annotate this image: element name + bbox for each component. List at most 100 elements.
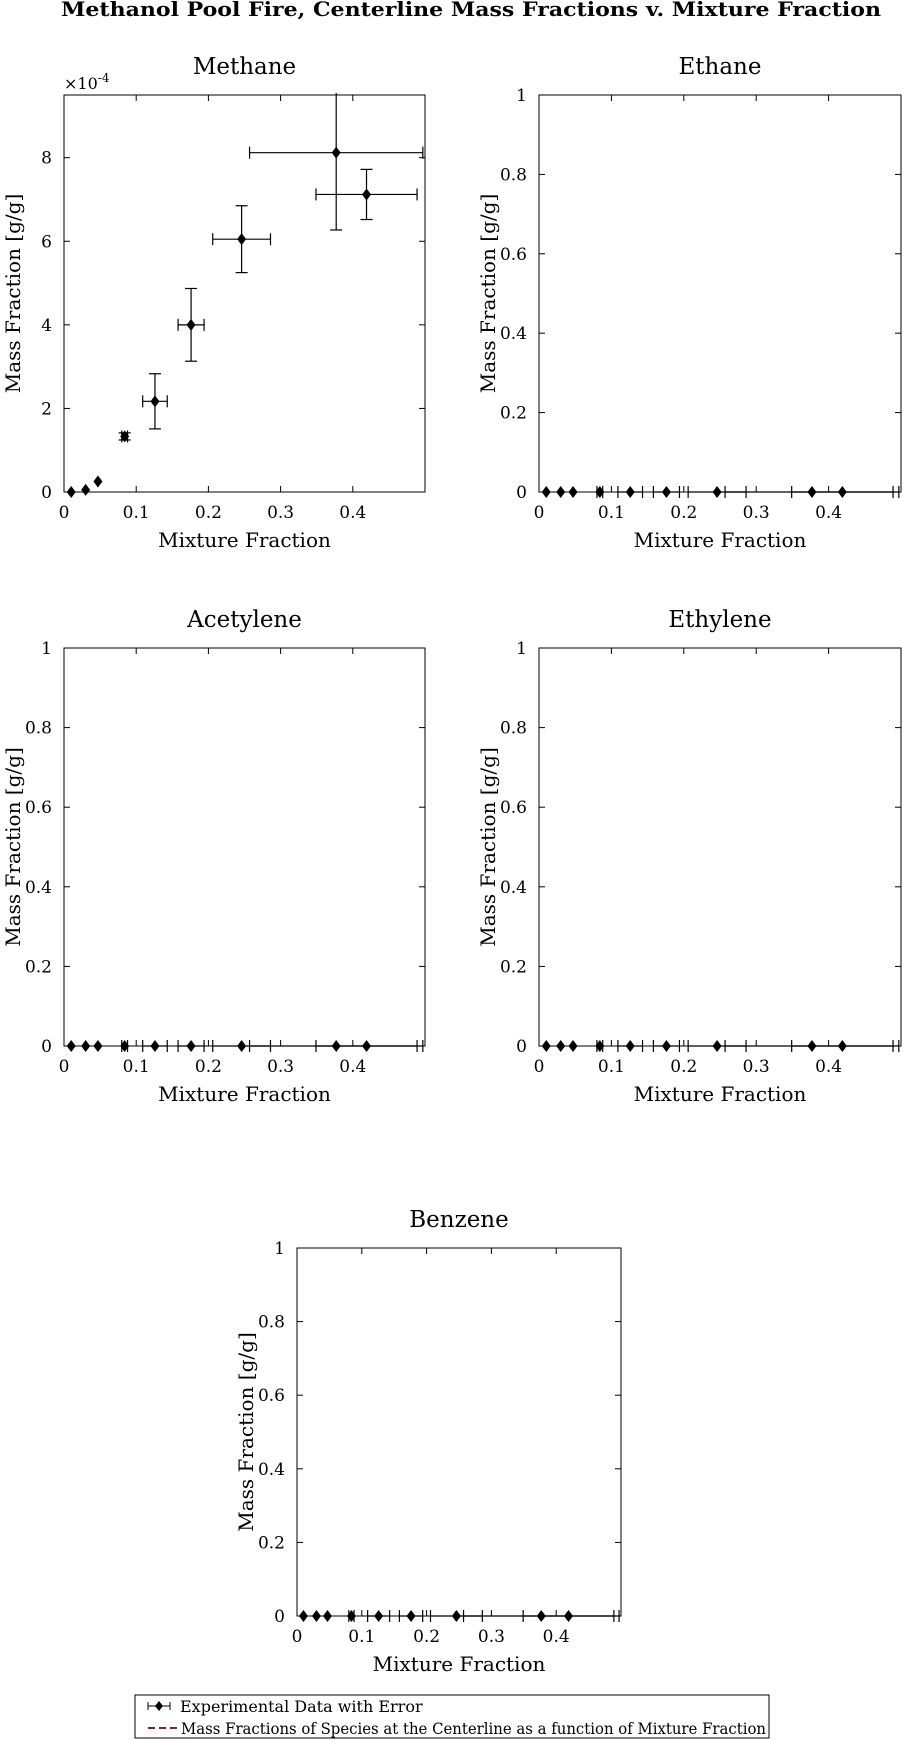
- x-tick-label: 0.4: [339, 1057, 366, 1077]
- chart-acetylene: 0 0.1 0.2 0.3 0.4 0 0.2 0.4 0.6 0.8 1 Acetylene Mixt…: [1, 607, 426, 1106]
- x-tick-label: 0: [59, 1057, 70, 1077]
- y-tick-label: 0.2: [258, 1533, 285, 1553]
- plot-area: [63, 94, 426, 493]
- data-point: [118, 430, 131, 443]
- data-point: [617, 486, 644, 498]
- data-point: [346, 1610, 356, 1622]
- data-point: [398, 1610, 424, 1622]
- data-point: [652, 486, 681, 498]
- x-tick-label: 0: [534, 1057, 545, 1077]
- chart-title: Benzene: [409, 1207, 508, 1233]
- x-tick-label: 0.3: [267, 1057, 294, 1077]
- y-tick-label: 1: [516, 86, 527, 106]
- diamond-marker: [120, 430, 130, 443]
- y-tick-label: 1: [41, 639, 52, 659]
- x-axis-label: Mixture Fraction: [634, 1082, 807, 1106]
- series-points: [541, 486, 900, 498]
- x-tick-label: 0: [534, 503, 545, 523]
- y-tick-label: 0.6: [25, 798, 52, 818]
- figure-title: Methanol Pool Fire, Centerline Mass Frac…: [61, 0, 882, 21]
- legend-experimental-label: Experimental Data with Error: [180, 1697, 423, 1716]
- diamond-marker: [150, 1040, 160, 1052]
- x-tick-label: 0.2: [195, 1057, 222, 1077]
- x-tick-label: 0.3: [743, 1057, 770, 1077]
- data-point: [652, 1040, 681, 1052]
- diamond-marker: [237, 1040, 247, 1052]
- y-tick-label: 0.4: [258, 1460, 285, 1480]
- y-tick-label: 0.8: [25, 719, 52, 739]
- diamond-marker: [93, 475, 103, 488]
- x-tick-label: 0.4: [339, 503, 366, 523]
- y-tick-label: 0.6: [258, 1386, 285, 1406]
- x-tick-label: 0.4: [815, 1057, 842, 1077]
- diamond-marker: [625, 1040, 635, 1052]
- diamond-marker: [406, 1610, 416, 1622]
- diamond-marker: [712, 486, 722, 498]
- data-point: [541, 486, 551, 498]
- diamond-marker: [298, 1610, 308, 1622]
- data-point: [522, 1610, 615, 1622]
- data-point: [177, 1040, 205, 1052]
- data-point: [93, 1040, 103, 1052]
- x-tick-label: 0.4: [815, 503, 842, 523]
- diamond-marker: [556, 1040, 566, 1052]
- x-tick-label: 0.1: [598, 503, 625, 523]
- chart-ethane: 0 0.1 0.2 0.3 0.4 0 0.2 0.4 0.6 0.8 1 Ethane Mixture…: [476, 54, 902, 552]
- diamond-marker: [120, 1040, 130, 1052]
- y-tick-label: 0: [516, 483, 527, 503]
- data-point: [93, 475, 103, 488]
- x-tick-label: 0.2: [195, 503, 222, 523]
- x-tick-label: 0.1: [348, 1627, 375, 1647]
- plot-area: [538, 94, 902, 493]
- data-point: [177, 287, 205, 362]
- diamond-marker: [595, 1040, 605, 1052]
- data-point: [142, 373, 168, 430]
- plot-area: [538, 647, 902, 1047]
- y-tick-label: 4: [41, 316, 52, 336]
- x-axis-label: Mixture Fraction: [158, 1082, 331, 1106]
- data-point: [595, 1040, 605, 1052]
- diamond-marker: [362, 1040, 372, 1052]
- chart-title: Acetylene: [186, 607, 302, 633]
- y-axis-label: Mass Fraction [g/g]: [476, 747, 500, 947]
- y-axis-label: Mass Fraction [g/g]: [1, 747, 25, 947]
- data-point: [81, 483, 91, 496]
- y-tick-label: 0.8: [500, 165, 527, 185]
- diamond-marker: [150, 395, 160, 408]
- y-tick-label: 0.4: [25, 878, 52, 898]
- x-axis-label: Mixture Fraction: [373, 1652, 546, 1676]
- data-point: [311, 1610, 321, 1622]
- diamond-marker: [595, 486, 605, 498]
- legend-box: [134, 1694, 770, 1739]
- plot-area: [63, 647, 426, 1047]
- data-point: [791, 1040, 894, 1052]
- data-point: [556, 486, 566, 498]
- data-point: [791, 486, 894, 498]
- chart-ethylene: 0 0.1 0.2 0.3 0.4 0 0.2 0.4 0.6 0.8 1 Ethylene Mixtu…: [476, 607, 902, 1106]
- diamond-marker: [93, 1040, 103, 1052]
- diamond-marker: [81, 483, 91, 496]
- data-point: [617, 1040, 644, 1052]
- diamond-marker: [556, 486, 566, 498]
- data-point: [248, 93, 424, 231]
- data-point: [315, 1040, 418, 1052]
- diamond-marker: [346, 1610, 356, 1622]
- chart-title: Ethane: [679, 54, 762, 80]
- x-axis-label: Mixture Fraction: [634, 528, 807, 552]
- x-tick-label: 0.1: [123, 1057, 150, 1077]
- x-tick-label: 0: [59, 503, 70, 523]
- data-point: [568, 486, 578, 498]
- x-tick-label: 0.2: [413, 1627, 440, 1647]
- y-axis-label: Mass Fraction [g/g]: [1, 194, 25, 394]
- data-point: [315, 168, 418, 221]
- data-point: [595, 486, 605, 498]
- y-tick-label: 1: [516, 639, 527, 659]
- series-points: [298, 1610, 620, 1622]
- data-point: [81, 1040, 91, 1052]
- diamond-marker: [81, 1040, 91, 1052]
- x-tick-label: 0.1: [598, 1057, 625, 1077]
- diamond-marker: [541, 486, 551, 498]
- data-point: [120, 1040, 130, 1052]
- y-exponent-label: ×10-4: [64, 71, 110, 93]
